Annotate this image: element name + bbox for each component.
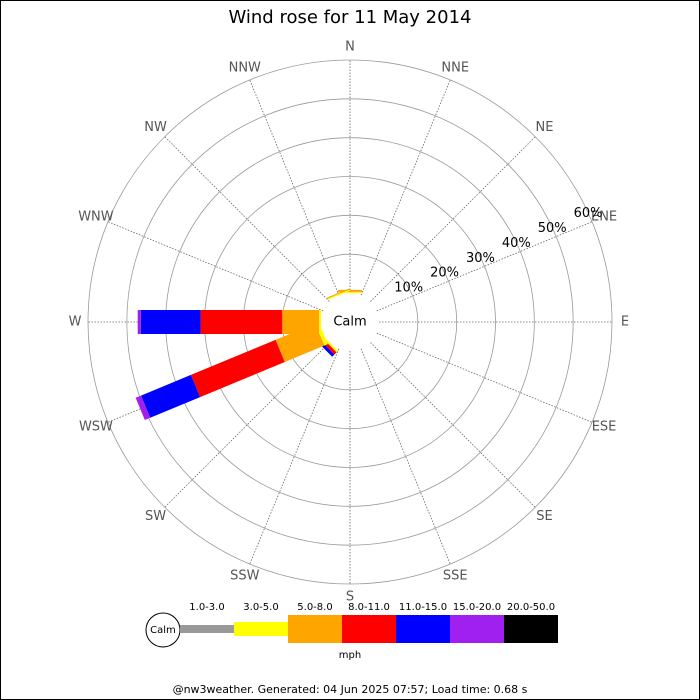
- legend-label: 8.0-11.0: [348, 602, 390, 613]
- legend-calm-label: Calm: [150, 625, 176, 636]
- rose-segment: [135, 395, 151, 420]
- r-tick-label: 50%: [538, 221, 567, 236]
- direction-label: ESE: [592, 420, 617, 435]
- r-tick-label: 20%: [430, 266, 459, 281]
- calm-circle: [328, 300, 372, 344]
- direction-label: NW: [144, 120, 167, 135]
- rose-segment: [282, 310, 320, 334]
- rose-segment: [137, 310, 141, 334]
- legend-swatch: [288, 615, 342, 643]
- legend-swatch: [504, 615, 558, 643]
- rose-segment: [190, 339, 285, 398]
- direction-label: NNW: [229, 60, 261, 75]
- grid-ring: [126, 98, 574, 546]
- direction-label: SSW: [230, 569, 260, 584]
- legend-label: 15.0-20.0: [453, 602, 501, 613]
- legend-swatch: [450, 615, 504, 643]
- direction-label: S: [346, 590, 354, 605]
- rose-segment: [141, 374, 201, 418]
- legend-label: 11.0-15.0: [399, 602, 447, 613]
- direction-label: NE: [535, 120, 553, 135]
- r-tick-label: 30%: [466, 251, 495, 266]
- legend-swatch: [180, 625, 234, 633]
- legend-label: 1.0-3.0: [189, 602, 224, 613]
- rose-segment: [200, 310, 283, 334]
- direction-label: ENE: [591, 209, 617, 224]
- rose-segment: [140, 310, 201, 334]
- legend-label: 5.0-8.0: [297, 602, 332, 613]
- legend-swatch: [234, 622, 288, 636]
- legend-swatch: [396, 615, 450, 643]
- direction-label: SE: [536, 509, 552, 524]
- calm-label: Calm: [333, 315, 366, 330]
- direction-label: WSW: [79, 420, 113, 435]
- grid-ring: [87, 59, 613, 585]
- chart-title: Wind rose for 11 May 2014: [229, 7, 472, 28]
- r-tick-label: 40%: [502, 236, 531, 251]
- r-tick-label: 60%: [574, 206, 603, 221]
- r-tick-label: 10%: [394, 281, 423, 296]
- legend-label: 20.0-50.0: [507, 602, 555, 613]
- legend-units: mph: [339, 650, 361, 661]
- direction-label: SSE: [443, 569, 468, 584]
- direction-label: SW: [145, 509, 166, 524]
- direction-label: W: [69, 315, 82, 330]
- direction-label: WNW: [78, 209, 114, 224]
- direction-label: NNE: [441, 60, 469, 75]
- footer: @nw3weather. Generated: 04 Jun 2025 07:5…: [173, 683, 528, 696]
- rose-segment: [326, 288, 350, 299]
- direction-label: E: [621, 315, 629, 330]
- rose-segment: [327, 289, 350, 300]
- legend-swatch: [342, 615, 396, 643]
- direction-label: N: [345, 40, 355, 55]
- rose-segment: [338, 289, 362, 292]
- rose-segment: [319, 310, 321, 334]
- legend-label: 3.0-5.0: [243, 602, 278, 613]
